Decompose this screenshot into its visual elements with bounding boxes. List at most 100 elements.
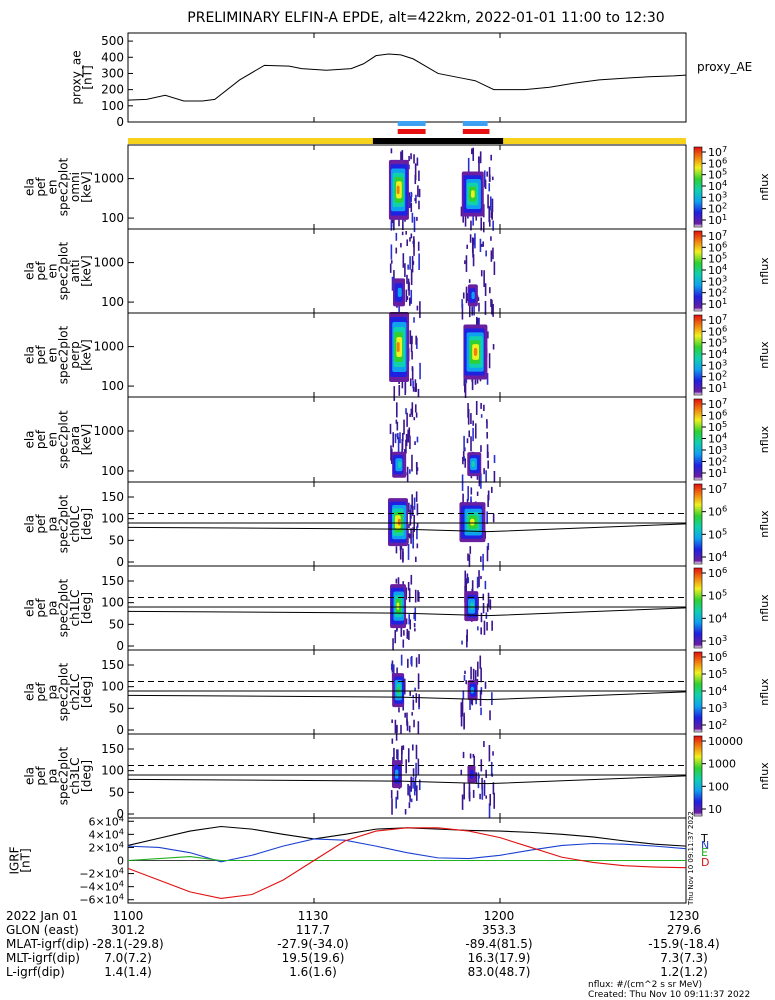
- y-tick-label: 1000: [93, 340, 124, 354]
- colorbar-tick-label: 106: [708, 323, 727, 338]
- flux-streak: [412, 694, 414, 699]
- flux-streak: [406, 466, 409, 482]
- x-axis-column-1200: 1200 353.3 -89.4(81.5) 16.3(17.9) 83.0(4…: [465, 909, 532, 979]
- flux-streak: [472, 668, 475, 686]
- y-tick-label: 400: [101, 50, 124, 64]
- flux-streak: [407, 581, 410, 591]
- flux-streak: [409, 469, 411, 474]
- colorbar-tick-label: 105: [708, 167, 727, 182]
- flux-streak: [408, 524, 410, 529]
- flux-streak: [481, 785, 484, 800]
- flux-streak: [472, 216, 474, 226]
- flux-streak: [404, 379, 407, 393]
- flux-streak: [398, 707, 400, 713]
- flux-streak: [416, 157, 419, 166]
- flux-streak: [390, 663, 393, 671]
- y-axis-label-line: omni: [68, 172, 82, 202]
- flux-streak: [418, 170, 420, 182]
- flux-streak: [401, 745, 403, 755]
- spectrogram-panel-spec_perp: [389, 312, 495, 401]
- science-zone-segment: [462, 129, 490, 134]
- flux-streak: [478, 774, 480, 779]
- flux-streak: [475, 401, 478, 415]
- flux-streak: [409, 297, 411, 306]
- flux-streak: [464, 384, 466, 393]
- flux-streak: [415, 556, 417, 562]
- science-zone-gap: [491, 128, 494, 135]
- flux-streak: [483, 620, 486, 635]
- x-axis-column-1130: 1130 117.7 -27.9(-34.0) 19.5(19.6) 1.6(1…: [277, 909, 348, 979]
- flux-streak: [406, 274, 408, 284]
- colorbar-tick-label: 106: [708, 239, 727, 254]
- flux-streak: [489, 599, 492, 610]
- flux-streak: [399, 547, 402, 560]
- flux-streak: [480, 445, 482, 452]
- flux-streak: [406, 628, 409, 639]
- flux-streak: [403, 419, 405, 435]
- row-label-mlat: MLAT-igrf(dip): [6, 937, 89, 951]
- flux-streak: [412, 537, 415, 547]
- flux-streak: [415, 383, 417, 392]
- flux-streak: [407, 281, 410, 291]
- flux-streak: [407, 783, 409, 796]
- colorbar-tick-label: 104: [708, 549, 727, 564]
- flux-streak: [390, 148, 393, 154]
- flux-streak: [406, 296, 409, 300]
- y-tick-label: 1000: [93, 256, 124, 270]
- flux-streak: [414, 163, 417, 180]
- y-axis-label-line: ela: [23, 262, 37, 280]
- flux-streak: [417, 721, 420, 734]
- colorbar-tick-label: 10000: [708, 735, 743, 748]
- flux-streak: [490, 298, 492, 308]
- flux-streak: [480, 707, 482, 716]
- y-tick-label: 100: [101, 596, 124, 610]
- y-tick-label: 2×104: [89, 839, 124, 854]
- flux-streak: [461, 299, 463, 308]
- science-zone-segment: [397, 129, 426, 134]
- flux-streak: [480, 473, 482, 489]
- flux-streak: [489, 710, 491, 721]
- y-axis-label-line: para: [68, 426, 82, 453]
- x-tick-l: 1.4(1.4): [104, 965, 152, 979]
- colorbar-tick-label: 105: [708, 588, 727, 603]
- colorbar-tick-label: 102: [708, 285, 727, 300]
- flux-streak: [490, 154, 492, 161]
- flux-streak: [469, 234, 472, 243]
- y-tick-label: 4×104: [89, 826, 124, 841]
- flux-streak: [466, 629, 468, 642]
- flux-streak: [483, 404, 485, 412]
- flux-streak: [416, 543, 419, 549]
- flux-streak: [393, 270, 395, 282]
- flux-streak: [485, 795, 488, 799]
- y-axis-label-line: spec2plot: [57, 410, 71, 469]
- flux-streak: [390, 260, 393, 264]
- y-axis-label-line: ela: [23, 430, 37, 448]
- flux-streak: [416, 523, 419, 528]
- y-axis-label-line: pa: [45, 601, 59, 616]
- flux-blob-level: [470, 686, 475, 694]
- flux-streak: [393, 747, 395, 763]
- y-axis-label-line: [deg]: [80, 508, 94, 540]
- flux-streak: [474, 670, 477, 683]
- pitch-angle-panel-pa_ch0: [387, 486, 495, 571]
- flux-streak: [460, 206, 463, 217]
- flux-streak: [487, 451, 489, 459]
- flux-streak: [416, 436, 419, 443]
- y-tick-label: 150: [101, 742, 124, 756]
- flux-streak: [472, 420, 474, 426]
- x-tick-time: 1130: [298, 909, 329, 923]
- colorbar-tick-label: 102: [708, 201, 727, 216]
- flux-streak: [413, 623, 416, 628]
- spectrogram-panel-spec_para: [389, 401, 496, 492]
- flux-streak: [406, 239, 409, 247]
- y-axis-label-line: en: [45, 180, 59, 195]
- colorbar-gradient: [693, 314, 703, 396]
- flux-streak: [415, 491, 418, 502]
- flux-streak: [414, 607, 417, 622]
- y-tick-label: 100: [101, 295, 124, 309]
- colorbar-tick-label: 106: [708, 504, 727, 519]
- flux-streak: [462, 751, 465, 759]
- flux-streak: [485, 470, 487, 482]
- y-axis-label-line: ch3LC: [68, 758, 82, 795]
- flux-streak: [471, 306, 473, 316]
